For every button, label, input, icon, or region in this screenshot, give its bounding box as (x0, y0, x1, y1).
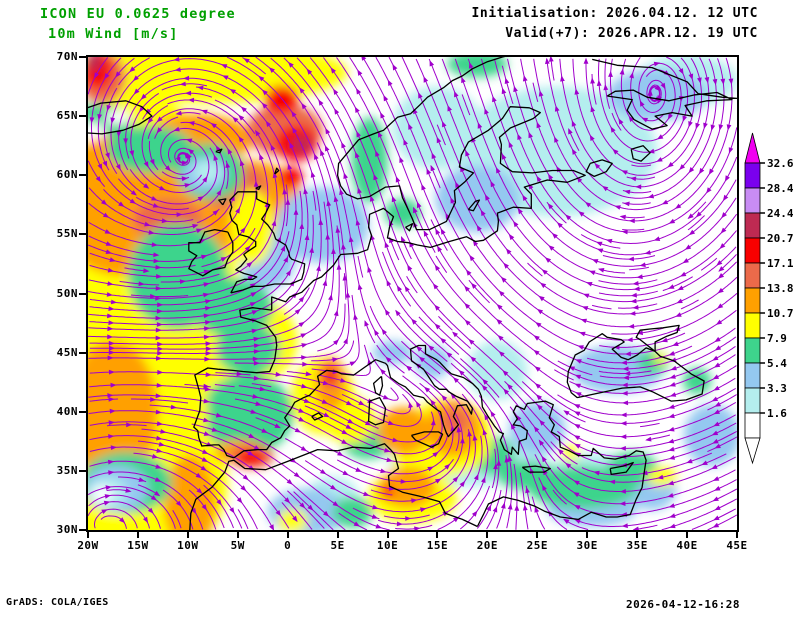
colorbar-label: 17.1 (767, 257, 794, 270)
colorbar-label: 1.6 (767, 407, 787, 420)
x-axis-label: 10E (376, 539, 399, 552)
creation-timestamp: 2026-04-12-16:28 (626, 598, 740, 611)
x-axis-label: 5E (330, 539, 345, 552)
y-axis-label: 35N (56, 463, 78, 477)
y-axis-label: 50N (56, 286, 78, 300)
colorbar-label: 24.4 (767, 207, 794, 220)
y-axis-tick (79, 56, 86, 58)
colorbar-label: 20.7 (767, 232, 794, 245)
colorbar: 32.6 28.4 24.4 20.7 17.1 13.8 10.7 7.9 5.4 3.3 1.6 (744, 132, 794, 465)
x-axis-tick (87, 532, 89, 538)
y-axis-label: 65N (56, 109, 78, 123)
colorbar-label: 7.9 (767, 332, 787, 345)
colorbar-band (744, 412, 761, 439)
colorbar-band (744, 162, 761, 189)
y-axis-tick (79, 233, 86, 236)
y-axis-label: 45N (56, 345, 78, 359)
x-axis-label: 20E (476, 539, 499, 552)
valid-time: Valid(+7): 2026.APR.12. 19 UTC (505, 26, 758, 41)
x-axis-label: 45E (726, 539, 748, 552)
x-axis-tick (386, 532, 389, 538)
grads-credit: GrADS: COLA/IGES (6, 597, 109, 608)
x-axis-label: 15W (127, 539, 149, 552)
wind-map (88, 57, 737, 530)
y-axis-tick (79, 351, 86, 354)
colorbar-band (744, 362, 761, 389)
colorbar-label: 13.8 (767, 282, 794, 295)
y-axis-label: 60N (56, 168, 78, 182)
colorbar-band (744, 312, 761, 339)
x-axis-label: 30E (576, 539, 598, 552)
x-axis-tick (136, 532, 139, 538)
colorbar-label: 28.4 (767, 182, 794, 195)
x-axis-tick (736, 532, 738, 538)
colorbar-above-arrow (744, 132, 761, 164)
colorbar-below-arrow (744, 437, 761, 465)
x-axis-tick (286, 532, 289, 538)
x-axis-tick (586, 532, 589, 538)
colorbar-band (744, 262, 761, 289)
initialisation-time: Initialisation: 2026.04.12. 12 UTC (471, 6, 758, 21)
x-axis-label: 0 (284, 539, 292, 552)
x-axis-tick (486, 532, 489, 538)
colorbar-label: 3.3 (767, 382, 787, 395)
colorbar-band (744, 237, 761, 264)
colorbar-label: 32.6 (767, 157, 794, 170)
x-axis-label: 20W (77, 539, 99, 552)
x-axis-label: 40E (676, 539, 698, 552)
x-axis-label: 15E (426, 539, 449, 552)
x-axis-label: 35E (626, 539, 648, 552)
y-axis-tick (79, 174, 86, 177)
x-axis-tick (336, 532, 339, 538)
colorbar-band (744, 387, 761, 414)
y-axis-label: 55N (56, 227, 78, 241)
x-axis-tick (186, 532, 189, 538)
x-axis-tick (636, 532, 639, 538)
x-axis-label: 10W (177, 539, 199, 552)
colorbar-label: 10.7 (767, 307, 794, 320)
y-axis-tick (79, 115, 86, 118)
field-title: 10m Wind [m/s] (48, 26, 179, 42)
wind-streamlines (88, 57, 737, 530)
y-axis-label: 70N (56, 50, 78, 63)
colorbar-band (744, 337, 761, 364)
y-axis-label: 40N (56, 404, 78, 418)
colorbar-band (744, 287, 761, 314)
colorbar-band (744, 187, 761, 214)
y-axis-tick (79, 529, 86, 531)
colorbar-band (744, 212, 761, 239)
y-axis-tick (79, 292, 86, 295)
coastlines (88, 57, 737, 530)
y-axis-tick (79, 469, 86, 472)
map-frame (86, 55, 739, 532)
x-axis-tick (436, 532, 439, 538)
model-title: ICON EU 0.0625 degree (40, 6, 236, 22)
y-axis-tick (79, 410, 86, 413)
colorbar-label: 5.4 (767, 357, 787, 370)
x-axis-label: 5W (230, 539, 245, 552)
x-axis-tick (686, 532, 689, 538)
x-axis-tick (536, 532, 539, 538)
y-axis-label: 30N (56, 523, 78, 536)
x-axis-label: 25E (526, 539, 548, 552)
x-axis-tick (236, 532, 239, 538)
